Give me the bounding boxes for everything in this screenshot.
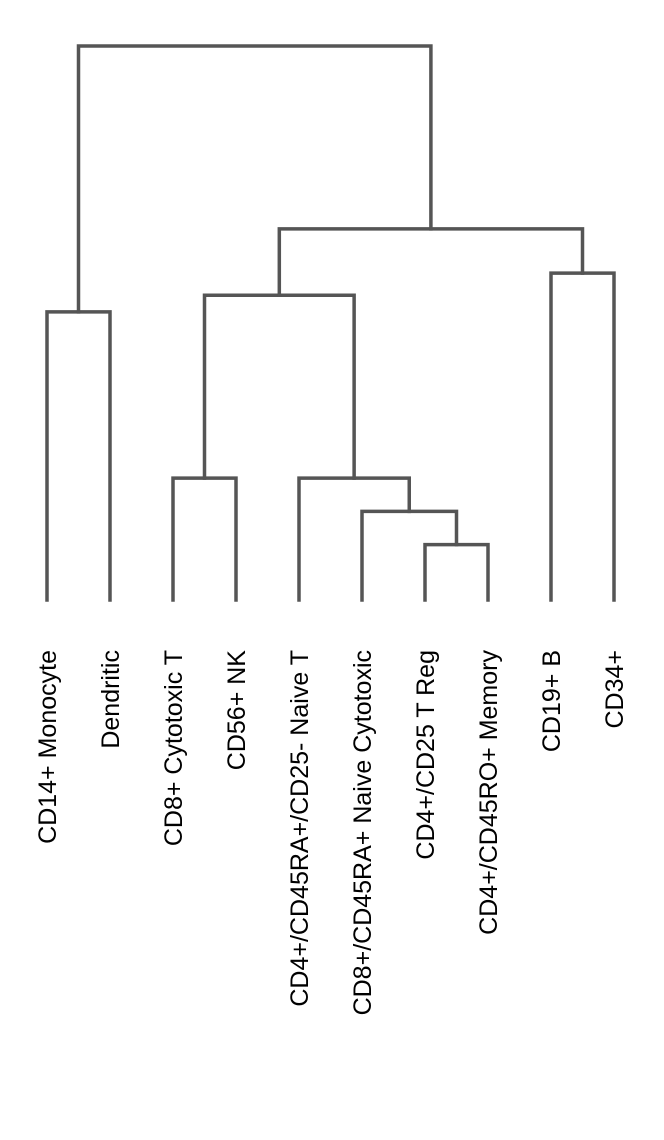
leaf-label-cd8cyto: CD8+ Cytotoxic T — [160, 650, 188, 846]
link-m_mono_dend — [45, 310, 112, 602]
link-m_naive — [297, 476, 411, 602]
leaf-label-cd4naive: CD4+/CD45RA+/CD25- Naive T — [286, 650, 314, 1007]
link-m_cyto_nk — [171, 476, 238, 602]
link-m_t — [202, 293, 356, 480]
link-m_b_cd34 — [549, 271, 616, 602]
leaf-label-nk: CD56+ NK — [223, 650, 251, 771]
leaf-label-cd34: CD34+ — [601, 650, 629, 729]
leaf-labels: CD14+ Monocyte Dendritic CD8+ Cytotoxic T C… — [34, 650, 629, 1016]
link-m_root — [76, 44, 433, 314]
leaf-label-treg: CD4+/CD25 T Reg — [412, 650, 440, 860]
dendrogram-links — [45, 44, 616, 602]
link-m_treg_mem — [423, 542, 490, 602]
link-m_cd8n — [360, 509, 459, 602]
link-m_lymph — [277, 227, 585, 298]
leaf-label-b: CD19+ B — [538, 650, 566, 752]
leaf-label-mono: CD14+ Monocyte — [34, 650, 62, 844]
leaf-label-mem: CD4+/CD45RO+ Memory — [475, 650, 503, 935]
leaf-label-dend: Dendritic — [97, 650, 125, 749]
leaf-label-cd8naive: CD8+/CD45RA+ Naive Cytotoxic — [349, 650, 377, 1015]
